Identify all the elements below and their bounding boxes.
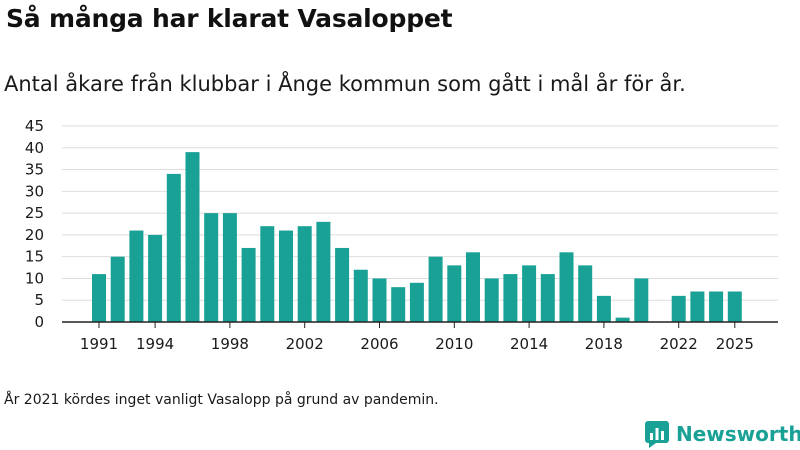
bar-2009: [428, 256, 443, 322]
bar-2004: [335, 247, 350, 322]
bar-2018: [596, 295, 611, 322]
y-axis: 0 5 10 15 20 25 30 35 40 45: [25, 117, 44, 331]
bar-1995: [166, 173, 181, 322]
bar-2002: [297, 226, 312, 322]
bar-2001: [279, 230, 293, 322]
x-tick-label: 2002: [286, 335, 324, 353]
y-tick-label: 0: [34, 313, 44, 331]
bar-2023: [690, 291, 705, 322]
x-tick-label: 2014: [510, 335, 548, 353]
bar-chart-speech-icon: [645, 421, 669, 448]
chart-title: Så många har klarat Vasaloppet: [6, 4, 453, 33]
y-tick-label: 25: [25, 204, 44, 222]
bar-2010: [447, 265, 462, 322]
bar-2025: [727, 291, 742, 322]
bar-2000: [260, 226, 275, 322]
bar-2020: [634, 278, 649, 322]
bar-2007: [391, 287, 406, 322]
y-tick-label: 40: [25, 139, 44, 157]
bar-2014: [522, 265, 537, 322]
y-tick-label: 10: [25, 269, 44, 287]
bar-2003: [316, 221, 331, 322]
bar-2012: [484, 278, 499, 322]
footnote: År 2021 kördes inget vanligt Vasalopp på…: [4, 392, 439, 408]
brand-logo: Newsworthy: [644, 420, 800, 448]
bar-2006: [372, 278, 387, 322]
bar-2016: [559, 252, 574, 322]
bar-1994: [148, 234, 163, 322]
bar-1997: [204, 213, 219, 322]
y-tick-label: 35: [25, 161, 44, 179]
bar-2019: [615, 317, 630, 322]
y-tick-label: 45: [25, 117, 44, 135]
bar-2011: [466, 252, 480, 322]
bar-1999: [241, 247, 256, 322]
bar-1998: [222, 213, 237, 322]
x-tick-label: 1998: [211, 335, 249, 353]
x-tick-label: 2025: [716, 335, 754, 353]
gridlines: [62, 125, 778, 301]
bar-1996: [185, 152, 200, 322]
x-tick-label: 2018: [585, 335, 623, 353]
y-tick-label: 30: [25, 182, 44, 200]
bar-2008: [409, 282, 424, 322]
y-tick-label: 20: [25, 226, 44, 244]
x-tick-label: 1994: [136, 335, 174, 353]
x-tick-label: 2010: [435, 335, 473, 353]
bars: [92, 152, 742, 322]
y-tick-label: 5: [34, 291, 44, 309]
bar-2013: [503, 274, 518, 322]
bar-2015: [540, 274, 555, 322]
x-tick-label: 1991: [80, 335, 118, 353]
bar-2022: [671, 295, 686, 322]
bar-1991: [92, 274, 106, 322]
bar-1992: [110, 256, 125, 322]
bar-chart: 1991 1994 1998 2002 2006 2010 2014 2018 2022 2025…: [25, 117, 778, 353]
y-tick-label: 15: [25, 248, 44, 266]
bar-2024: [709, 291, 724, 322]
x-tick-label: 2006: [360, 335, 398, 353]
bar-2017: [578, 265, 593, 322]
x-axis: 1991 1994 1998 2002 2006 2010 2014 2018 2022 2025: [62, 321, 778, 353]
chart-subtitle: Antal åkare från klubbar i Ånge kommun s…: [4, 72, 686, 96]
brand-name: Newsworthy: [676, 422, 800, 446]
bar-2005: [353, 269, 368, 322]
bar-1993: [129, 230, 144, 322]
x-tick-label: 2022: [660, 335, 698, 353]
